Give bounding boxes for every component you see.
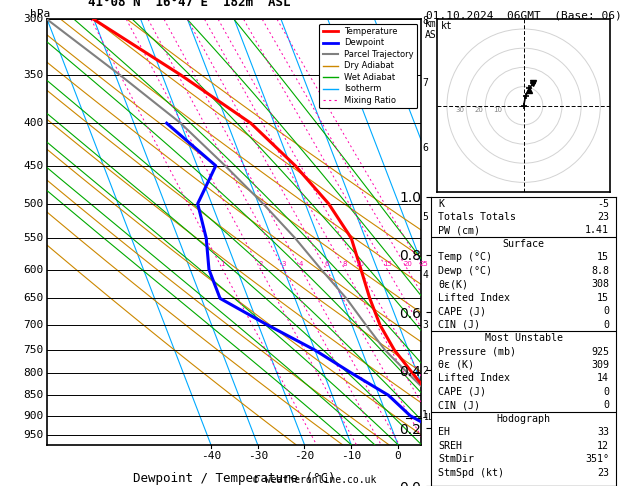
Text: Pressure (mb): Pressure (mb)	[438, 347, 516, 357]
Text: 0: 0	[603, 387, 609, 397]
Text: 15: 15	[383, 261, 392, 267]
Text: kt: kt	[441, 21, 453, 31]
Text: Surface: Surface	[503, 239, 545, 249]
Text: 308: 308	[591, 279, 609, 289]
Text: 1.41: 1.41	[585, 226, 609, 235]
Text: Dewpoint / Temperature (°C): Dewpoint / Temperature (°C)	[133, 472, 335, 486]
Text: 8.8: 8.8	[591, 266, 609, 276]
Text: -10: -10	[341, 451, 362, 461]
Text: EH: EH	[438, 427, 450, 437]
Text: θε (K): θε (K)	[438, 360, 474, 370]
Text: 0: 0	[394, 451, 401, 461]
Text: 7: 7	[422, 78, 428, 88]
Text: CAPE (J): CAPE (J)	[438, 306, 486, 316]
Text: 900: 900	[23, 411, 43, 421]
Text: 25: 25	[419, 261, 428, 267]
Text: 15: 15	[597, 252, 609, 262]
Text: 8: 8	[343, 261, 347, 267]
Text: 0: 0	[603, 320, 609, 330]
Text: © weatheronline.co.uk: © weatheronline.co.uk	[253, 475, 376, 485]
Text: -40: -40	[201, 451, 221, 461]
Text: 23: 23	[597, 212, 609, 222]
Text: 1: 1	[422, 410, 428, 420]
Text: 700: 700	[23, 320, 43, 330]
Text: 600: 600	[23, 264, 43, 275]
Text: 10: 10	[438, 451, 452, 461]
Text: 950: 950	[23, 430, 43, 440]
Text: 1LCL: 1LCL	[423, 413, 443, 422]
Text: 309: 309	[591, 360, 609, 370]
Text: 8: 8	[422, 16, 428, 26]
Text: CIN (J): CIN (J)	[438, 320, 481, 330]
Text: 300: 300	[23, 15, 43, 24]
Text: Mixing Ratio (g/kg): Mixing Ratio (g/kg)	[439, 207, 449, 299]
Text: 750: 750	[23, 345, 43, 355]
Text: 800: 800	[23, 368, 43, 378]
Text: 6: 6	[422, 143, 428, 154]
Text: 6: 6	[324, 261, 329, 267]
Text: Most Unstable: Most Unstable	[484, 333, 563, 343]
Text: Temp (°C): Temp (°C)	[438, 252, 493, 262]
Text: StmDir: StmDir	[438, 454, 474, 464]
Text: 3: 3	[422, 320, 428, 330]
Legend: Temperature, Dewpoint, Parcel Trajectory, Dry Adiabat, Wet Adiabat, Isotherm, Mi: Temperature, Dewpoint, Parcel Trajectory…	[320, 24, 417, 108]
Text: 2: 2	[422, 366, 428, 376]
Text: 3: 3	[282, 261, 286, 267]
Text: 400: 400	[23, 118, 43, 128]
Text: -30: -30	[248, 451, 268, 461]
Text: 351°: 351°	[585, 454, 609, 464]
Text: CIN (J): CIN (J)	[438, 400, 481, 410]
Text: -20: -20	[294, 451, 314, 461]
Text: K: K	[438, 199, 444, 208]
Text: 41°08'N  16°47'E  182m  ASL: 41°08'N 16°47'E 182m ASL	[88, 0, 291, 9]
Text: 33: 33	[597, 427, 609, 437]
Text: 20: 20	[403, 261, 412, 267]
Text: Lifted Index: Lifted Index	[438, 373, 510, 383]
Text: 20: 20	[485, 451, 498, 461]
Text: 450: 450	[23, 161, 43, 171]
Text: 500: 500	[23, 199, 43, 209]
Text: 4: 4	[422, 270, 428, 280]
Text: 5: 5	[422, 211, 428, 222]
Text: 350: 350	[23, 70, 43, 80]
Text: CAPE (J): CAPE (J)	[438, 387, 486, 397]
Text: -5: -5	[597, 199, 609, 208]
Text: 0: 0	[603, 400, 609, 410]
Text: 925: 925	[591, 347, 609, 357]
Text: 10: 10	[494, 106, 503, 113]
Text: Lifted Index: Lifted Index	[438, 293, 510, 303]
Text: Totals Totals: Totals Totals	[438, 212, 516, 222]
Text: 30: 30	[455, 106, 464, 113]
Text: 4: 4	[299, 261, 303, 267]
Text: PW (cm): PW (cm)	[438, 226, 481, 235]
Text: 650: 650	[23, 294, 43, 303]
Text: 2: 2	[259, 261, 263, 267]
Text: Hodograph: Hodograph	[497, 414, 550, 424]
Text: 550: 550	[23, 233, 43, 243]
Text: 20: 20	[474, 106, 483, 113]
Text: 23: 23	[597, 468, 609, 478]
Text: 30: 30	[532, 451, 545, 461]
Text: 12: 12	[597, 441, 609, 451]
Text: 14: 14	[597, 373, 609, 383]
Text: hPa: hPa	[30, 9, 50, 19]
Text: 0: 0	[603, 306, 609, 316]
Text: Dewp (°C): Dewp (°C)	[438, 266, 493, 276]
Text: 01.10.2024  06GMT  (Base: 06): 01.10.2024 06GMT (Base: 06)	[426, 11, 621, 21]
Text: km
ASL: km ASL	[425, 19, 443, 40]
Text: 850: 850	[23, 390, 43, 400]
Text: StmSpd (kt): StmSpd (kt)	[438, 468, 504, 478]
Text: 10: 10	[355, 261, 364, 267]
Text: 15: 15	[597, 293, 609, 303]
Text: 1: 1	[221, 261, 225, 267]
Text: SREH: SREH	[438, 441, 462, 451]
Text: θε(K): θε(K)	[438, 279, 468, 289]
